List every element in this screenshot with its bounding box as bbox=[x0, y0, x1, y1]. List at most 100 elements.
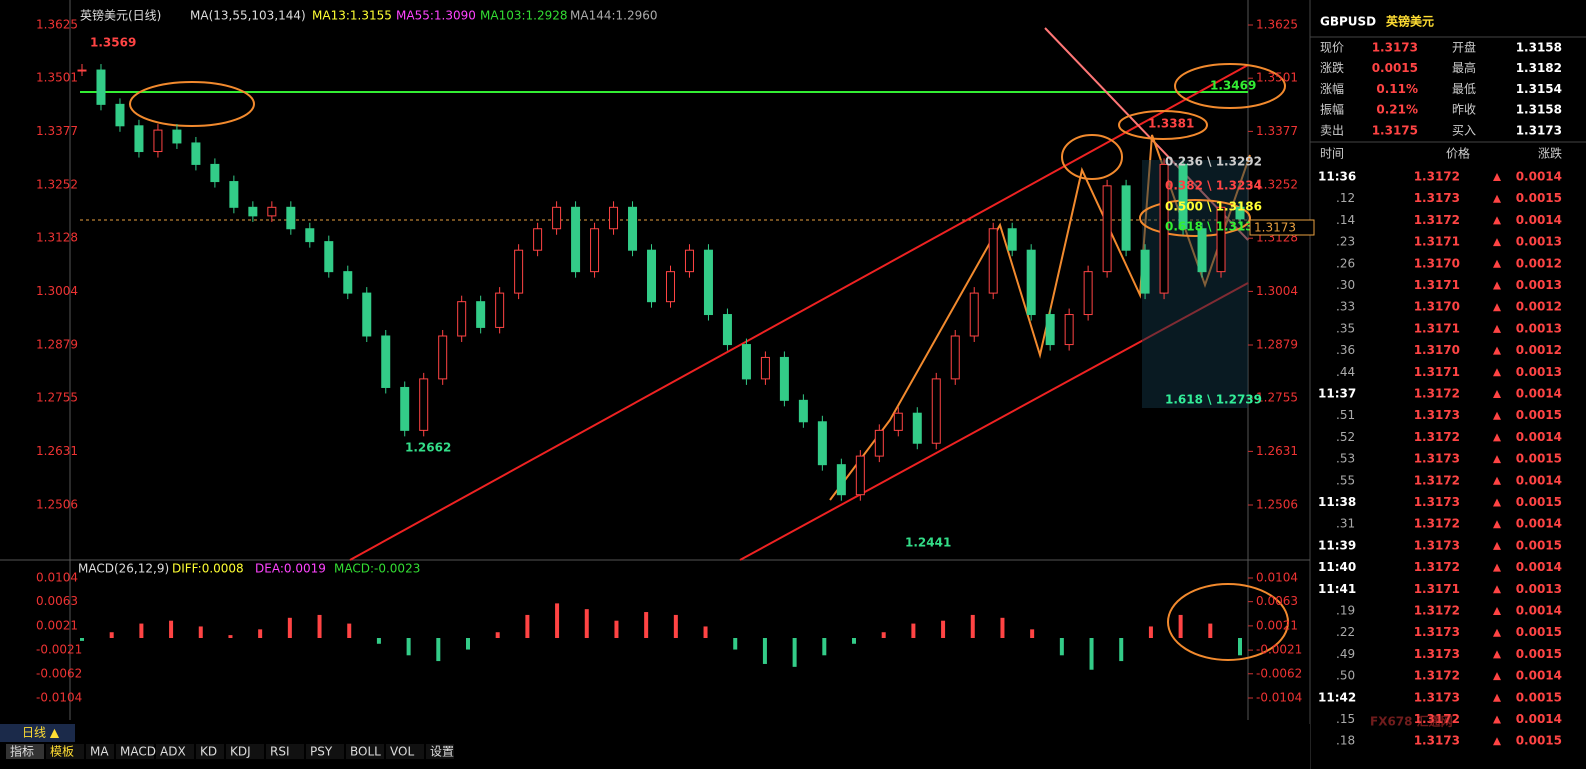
candle bbox=[1197, 228, 1207, 273]
candle bbox=[760, 356, 770, 380]
macd-bar bbox=[911, 623, 916, 638]
fib-level: 0.236 \ 1.3292 bbox=[1165, 155, 1262, 169]
tab[interactable] bbox=[386, 744, 424, 759]
tab[interactable] bbox=[426, 744, 454, 759]
macd-bar bbox=[1059, 638, 1064, 656]
quote-label: 振幅 bbox=[1320, 102, 1344, 117]
tab[interactable] bbox=[196, 744, 224, 759]
macd-bar bbox=[1030, 629, 1035, 638]
tick-change: 0.0015 bbox=[1516, 734, 1562, 748]
macd-bar bbox=[1178, 614, 1183, 638]
y-tick-label: 1.3625 bbox=[1256, 18, 1298, 32]
annotation: 1.2662 bbox=[405, 441, 451, 455]
tick-price: 1.3173 bbox=[1414, 408, 1460, 422]
candle bbox=[438, 335, 448, 380]
tick-table: 时间 价格 涨跌 11:36 1.3172 0.0014 .12 1.3173 0.0015 .1… bbox=[1318, 146, 1562, 748]
tick-price: 1.3172 bbox=[1414, 604, 1460, 618]
macd-bar bbox=[466, 638, 470, 650]
tick-time: 11:42 bbox=[1318, 690, 1356, 704]
period-label: 日线 ▲ bbox=[22, 726, 60, 740]
macd-bar bbox=[198, 626, 203, 638]
annotation: 1.3381 bbox=[1148, 117, 1194, 131]
quote-label: 现价 bbox=[1320, 41, 1344, 55]
candle bbox=[969, 292, 979, 337]
up-arrow bbox=[1493, 585, 1501, 594]
quote-value: 1.3173 bbox=[1372, 41, 1418, 55]
tick-change: 0.0015 bbox=[1516, 191, 1562, 205]
candle bbox=[703, 249, 713, 316]
y-tick-label: 1.3004 bbox=[1256, 284, 1298, 298]
tab[interactable] bbox=[226, 744, 264, 759]
chart-title: 英镑美元(日线) bbox=[80, 8, 161, 23]
y-tick-label: 1.2631 bbox=[36, 444, 78, 458]
macd-bar bbox=[1119, 638, 1124, 662]
macd-bar bbox=[1000, 617, 1005, 638]
tick-time: .55 bbox=[1336, 473, 1355, 487]
tick-change: 0.0014 bbox=[1516, 604, 1562, 618]
quote-value: 1.3154 bbox=[1516, 82, 1562, 96]
quote-value: 1.3173 bbox=[1516, 123, 1562, 137]
tab[interactable] bbox=[346, 744, 384, 759]
tick-time: .53 bbox=[1336, 452, 1355, 466]
macd-tick-label: 0.0021 bbox=[1256, 618, 1298, 632]
tick-price: 1.3173 bbox=[1414, 625, 1460, 639]
tick-time: .15 bbox=[1336, 712, 1355, 726]
tick-time: .51 bbox=[1336, 408, 1355, 422]
tick-time: 11:41 bbox=[1318, 582, 1356, 596]
tab[interactable] bbox=[6, 744, 44, 759]
candle bbox=[400, 386, 410, 431]
macd-bar bbox=[970, 614, 975, 638]
tab[interactable] bbox=[86, 744, 114, 759]
tab[interactable] bbox=[156, 744, 194, 759]
macd-bar bbox=[1238, 638, 1242, 656]
tick-change: 0.0012 bbox=[1516, 300, 1562, 314]
candle bbox=[362, 292, 372, 337]
tab-label: 设置 bbox=[430, 745, 454, 759]
quote-label: 昨收 bbox=[1452, 103, 1476, 117]
tick-price: 1.3170 bbox=[1414, 343, 1460, 357]
candle bbox=[419, 378, 429, 431]
macd-bar bbox=[822, 638, 827, 656]
macd-bar bbox=[852, 638, 856, 644]
tick-change: 0.0014 bbox=[1516, 170, 1562, 184]
tick-time: .26 bbox=[1336, 256, 1355, 270]
fib-level: 0.618 \ 1.3139 bbox=[1165, 220, 1262, 234]
tick-change: 0.0014 bbox=[1516, 669, 1562, 683]
candle bbox=[741, 344, 751, 380]
tab[interactable] bbox=[306, 744, 344, 759]
quote-label: 最低 bbox=[1452, 82, 1476, 96]
macd-diff: DIFF:0.0008 bbox=[172, 562, 244, 576]
highlight-ellipses bbox=[129, 63, 1289, 661]
y-tick-label: 1.2879 bbox=[1256, 338, 1298, 352]
candle bbox=[77, 69, 87, 72]
tab-label: RSI bbox=[270, 745, 290, 759]
y-tick-label: 1.3377 bbox=[36, 124, 78, 138]
macd-tick-label: 0.0063 bbox=[1256, 594, 1298, 608]
period-button[interactable] bbox=[0, 724, 75, 742]
fib-level: 1.618 \ 1.2739 bbox=[1165, 393, 1262, 407]
candle bbox=[229, 181, 239, 208]
macd-bar bbox=[644, 612, 649, 638]
ma55: MA55:1.3090 bbox=[396, 9, 476, 23]
tick-price: 1.3172 bbox=[1414, 669, 1460, 683]
candle bbox=[476, 301, 486, 328]
tab[interactable] bbox=[116, 744, 154, 759]
tick-time: .50 bbox=[1336, 669, 1355, 683]
tab[interactable] bbox=[46, 744, 84, 759]
annotation: 1.3469 bbox=[1210, 79, 1256, 93]
tab[interactable] bbox=[266, 744, 304, 759]
tick-price: 1.3171 bbox=[1414, 582, 1460, 596]
annotation: 1.2441 bbox=[905, 536, 951, 550]
macd-tick-label: -0.0021 bbox=[36, 643, 82, 657]
tick-price: 1.3172 bbox=[1414, 387, 1460, 401]
table-header: 时间 bbox=[1320, 147, 1344, 161]
up-arrow bbox=[1493, 173, 1501, 181]
y-tick-label: 1.2631 bbox=[1256, 444, 1298, 458]
macd-tick-label: -0.0104 bbox=[36, 691, 82, 705]
tick-change: 0.0014 bbox=[1516, 560, 1562, 574]
tick-price: 1.3170 bbox=[1414, 256, 1460, 270]
up-arrow bbox=[1493, 411, 1501, 420]
macd-bar bbox=[347, 623, 352, 638]
candle bbox=[1045, 314, 1055, 346]
macd-bar bbox=[584, 609, 589, 638]
